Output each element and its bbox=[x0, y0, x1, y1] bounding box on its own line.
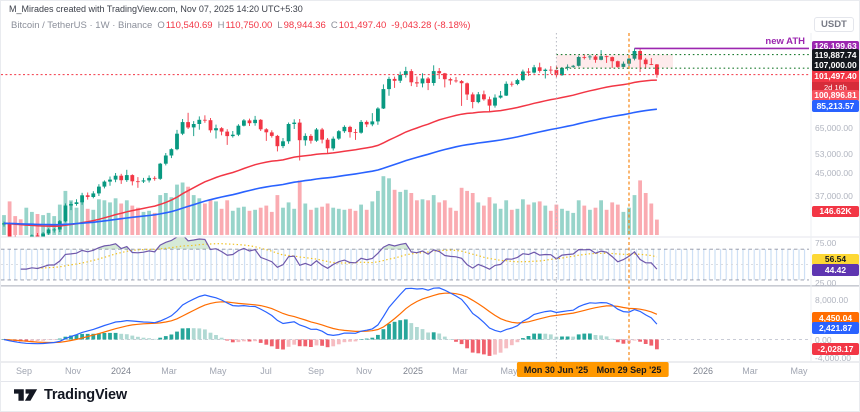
price-badge[interactable]: 107,000.00 bbox=[812, 59, 859, 71]
watermark: M_Mirades created with TradingView.com, … bbox=[9, 4, 303, 14]
low-value: 98,944.36 bbox=[283, 20, 326, 31]
time-axis-label: Nov bbox=[355, 366, 373, 376]
date-badge[interactable]: Mon 29 Sep '25 bbox=[589, 362, 669, 377]
time-axis-label: 2026 bbox=[692, 366, 714, 376]
rsi-tick: 75.00 bbox=[815, 238, 837, 248]
price-badge[interactable]: 85,213.57 bbox=[812, 100, 859, 112]
macd-badge[interactable]: 2,421.87 bbox=[812, 322, 859, 334]
rsi-badge[interactable]: 56.54 bbox=[812, 253, 859, 265]
time-axis-label: Sep bbox=[307, 366, 325, 376]
current-price-value: 101,497.40 bbox=[812, 68, 859, 82]
date-badge[interactable]: Mon 30 Jun '25 bbox=[516, 362, 596, 377]
macd-badge[interactable]: 4,450.04 bbox=[812, 312, 859, 324]
low-label: L bbox=[277, 20, 283, 31]
time-axis-label: Sep bbox=[15, 366, 33, 376]
main-pane bbox=[1, 47, 809, 237]
high-value: 110,750.00 bbox=[225, 20, 273, 31]
open-label: O bbox=[157, 20, 165, 31]
time-axis-label: Mar bbox=[161, 366, 177, 376]
price-tick: 37,000.00 bbox=[815, 191, 853, 201]
symbol-title[interactable]: Bitcoin / TetherUS · 1W · Binance bbox=[11, 20, 153, 31]
change-value: -9,043.28 (-8.18%) bbox=[391, 20, 471, 31]
time-axis-label: Jul bbox=[260, 366, 272, 376]
tv-logo-icon bbox=[14, 389, 38, 401]
close-label: C bbox=[330, 20, 338, 31]
macd-signal-line bbox=[3, 292, 658, 344]
macd-pane bbox=[1, 287, 809, 356]
price-badge[interactable]: 100,896.81 bbox=[812, 89, 859, 101]
macd-tick: 0.00 bbox=[815, 334, 832, 345]
new-ath-label[interactable]: new ATH bbox=[765, 36, 805, 47]
time-axis-label: 2024 bbox=[110, 366, 132, 376]
close-value: 101,497.40 bbox=[338, 20, 387, 31]
price-tick: 65,000.00 bbox=[815, 123, 853, 133]
time-axis-label: 2025 bbox=[402, 366, 424, 376]
time-axis-label: May bbox=[500, 366, 518, 376]
macd-line bbox=[3, 287, 658, 345]
time-axis-label: May bbox=[209, 366, 227, 376]
rsi-badge[interactable]: 44.42 bbox=[812, 264, 859, 276]
consolidation-zone bbox=[556, 54, 673, 69]
price-tick: 53,000.00 bbox=[815, 149, 853, 159]
price-badge[interactable]: 119,887.74 bbox=[812, 49, 859, 61]
macd-badge[interactable]: -2,028.17 bbox=[812, 343, 859, 355]
rsi-pane bbox=[1, 237, 809, 281]
rsi-band bbox=[1, 249, 809, 280]
brand-text: TradingView bbox=[44, 387, 127, 403]
high-label: H bbox=[217, 20, 225, 31]
rsi-line bbox=[20, 237, 658, 270]
symbol-legend: Bitcoin / TetherUS · 1W · Binance O 110,5… bbox=[11, 20, 470, 31]
open-value: 110,540.69 bbox=[165, 20, 213, 31]
time-axis-label: Mar bbox=[452, 366, 468, 376]
time-axis-label: May bbox=[790, 366, 808, 376]
volume-badge[interactable]: 146.62K bbox=[812, 205, 859, 217]
price-badge[interactable]: 126,199.63 bbox=[812, 40, 859, 52]
macd-tick: 8,000.00 bbox=[815, 295, 849, 305]
fast-ma-line bbox=[3, 79, 657, 228]
time-axis-label: Mar bbox=[742, 366, 758, 376]
time-axis-label: Nov bbox=[64, 366, 82, 376]
slow-ma-line bbox=[3, 108, 657, 226]
rsi-tick: 25.00 bbox=[815, 277, 837, 288]
currency-toggle[interactable]: USDT bbox=[814, 17, 854, 32]
macd-tick: -4,000.00 bbox=[815, 352, 851, 363]
tradingview-logo[interactable]: TradingView bbox=[14, 387, 127, 403]
price-tick: 45,000.00 bbox=[815, 168, 853, 178]
